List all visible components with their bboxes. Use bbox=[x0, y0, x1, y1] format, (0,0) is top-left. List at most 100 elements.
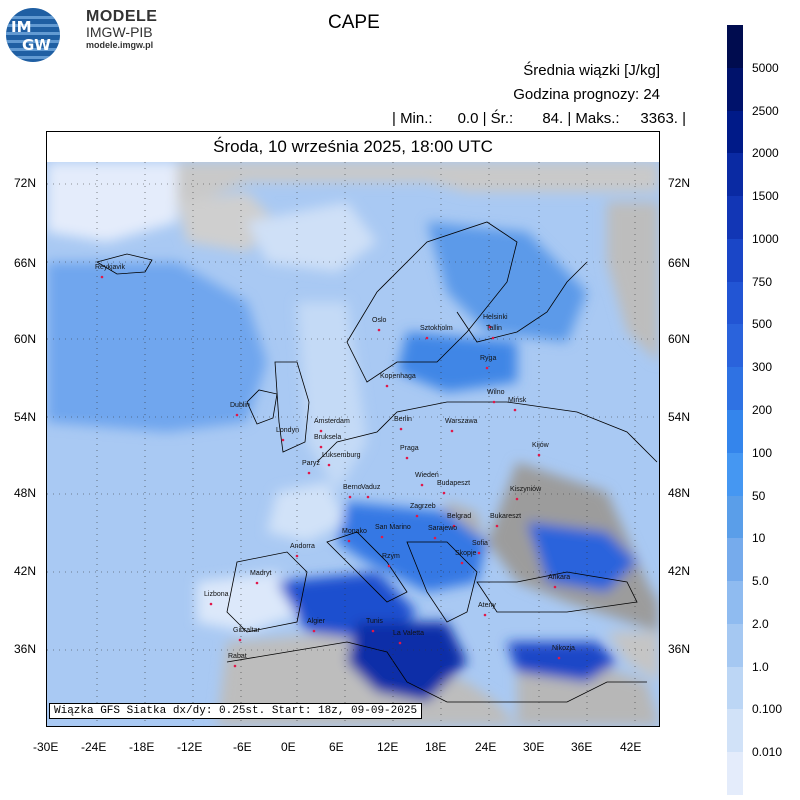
city-marker bbox=[488, 325, 492, 329]
legend-label: 10 bbox=[752, 531, 766, 546]
city-label: Berno bbox=[343, 484, 362, 491]
city-marker bbox=[327, 463, 331, 467]
lat-label-right: 42N bbox=[668, 564, 691, 578]
city-label: Nikozja bbox=[552, 645, 575, 652]
city-label: Dublin bbox=[230, 402, 250, 409]
lat-label-left: 36N bbox=[14, 642, 37, 656]
city-marker bbox=[233, 664, 237, 668]
city-marker bbox=[460, 561, 464, 565]
city-marker bbox=[348, 495, 352, 499]
lat-label-right: 36N bbox=[668, 642, 691, 656]
city-label: Madryt bbox=[250, 570, 272, 577]
city-marker bbox=[307, 471, 311, 475]
legend-label: 2.0 bbox=[752, 616, 769, 631]
legend-label: 1000 bbox=[752, 231, 779, 246]
legend-swatch bbox=[727, 410, 743, 453]
city-label: Budapeszt bbox=[437, 480, 471, 487]
lat-label-left: 66N bbox=[14, 256, 37, 270]
legend-label: 750 bbox=[752, 274, 773, 289]
legend-label: 300 bbox=[752, 360, 773, 375]
city-marker bbox=[255, 581, 259, 585]
city-marker bbox=[452, 524, 456, 528]
city-marker bbox=[235, 413, 239, 417]
city-marker bbox=[398, 641, 402, 645]
city-label: Londyn bbox=[276, 427, 299, 434]
city-marker bbox=[281, 438, 285, 442]
lon-label: 30E bbox=[523, 740, 545, 754]
city-label: Sarajewo bbox=[428, 525, 458, 532]
city-label: Ateny bbox=[478, 602, 496, 609]
city-marker bbox=[495, 524, 499, 528]
city-marker bbox=[347, 539, 351, 543]
city-label: Kopenhaga bbox=[380, 373, 416, 380]
city-label: Sofia bbox=[472, 540, 488, 547]
legend-swatch bbox=[727, 110, 743, 154]
city-marker bbox=[238, 638, 242, 642]
city-label: Tunis bbox=[366, 618, 383, 625]
city-label: Reykjavik bbox=[95, 264, 125, 271]
color-legend bbox=[727, 25, 743, 795]
legend-swatch bbox=[727, 623, 743, 667]
lon-label: 18E bbox=[425, 740, 447, 754]
legend-swatch bbox=[727, 666, 743, 710]
legend-label: 1500 bbox=[752, 189, 779, 204]
city-marker bbox=[485, 366, 489, 370]
legend-label: 1.0 bbox=[752, 659, 769, 674]
brand: MODELE IMGW-PIB modele.imgw.pl bbox=[86, 8, 157, 50]
brand-name: MODELE bbox=[86, 8, 158, 25]
city-marker bbox=[442, 491, 446, 495]
city-label: Rabat bbox=[228, 653, 247, 660]
footer-note: Wiązka GFS Siatka dx/dy: 0.25st. Start: … bbox=[49, 703, 423, 719]
legend-swatch bbox=[727, 495, 743, 539]
parameter-title: CAPE bbox=[328, 12, 380, 33]
city-label: Warszawa bbox=[445, 418, 478, 425]
city-label: Wilno bbox=[487, 389, 505, 396]
city-marker bbox=[405, 456, 409, 460]
city-label: Gibraltar bbox=[233, 627, 260, 634]
city-label: Lizbona bbox=[204, 591, 229, 598]
legend-label: 200 bbox=[752, 403, 773, 417]
lon-label: -30E bbox=[33, 740, 59, 754]
city-label: Belgrad bbox=[447, 513, 472, 520]
city-marker bbox=[515, 497, 519, 501]
city-label: Paryż bbox=[302, 460, 320, 467]
legend-swatch bbox=[727, 281, 743, 325]
city-marker bbox=[415, 514, 419, 518]
city-label: Vaduz bbox=[361, 484, 381, 491]
city-marker bbox=[492, 400, 496, 404]
city-marker bbox=[425, 336, 429, 340]
city-marker bbox=[483, 613, 487, 617]
lon-label: 24E bbox=[475, 740, 497, 754]
city-marker bbox=[477, 551, 481, 555]
city-marker bbox=[319, 445, 323, 449]
city-marker bbox=[557, 656, 561, 660]
city-label: Praga bbox=[400, 445, 419, 452]
date-title: Środa, 10 września 2025, 18:00 UTC bbox=[47, 132, 659, 163]
city-marker bbox=[366, 495, 370, 499]
city-label: La Valetta bbox=[393, 630, 425, 637]
brand-url[interactable]: modele.imgw.pl bbox=[86, 40, 154, 50]
lat-label-right: 66N bbox=[668, 256, 691, 270]
city-marker bbox=[209, 602, 213, 606]
lon-label: 6E bbox=[329, 740, 344, 754]
legend-swatch bbox=[727, 196, 743, 239]
cape-map bbox=[47, 162, 659, 726]
city-marker bbox=[385, 384, 389, 388]
city-marker bbox=[380, 535, 384, 539]
city-label: Andorra bbox=[290, 543, 315, 550]
city-label: San Marino bbox=[375, 524, 411, 531]
legend-label: 50 bbox=[752, 488, 766, 503]
lon-label: -6E bbox=[233, 740, 252, 754]
lat-label-left: 42N bbox=[14, 564, 37, 578]
imgw-logo: IM GW bbox=[6, 8, 176, 62]
legend-swatch bbox=[727, 752, 743, 795]
city-label: Algier bbox=[307, 618, 325, 625]
city-label: Wiedeń bbox=[415, 472, 439, 479]
lat-label-left: 72N bbox=[14, 176, 37, 190]
city-marker bbox=[312, 629, 316, 633]
lon-label: -18E bbox=[129, 740, 155, 754]
city-label: Mińsk bbox=[508, 397, 527, 404]
city-marker bbox=[537, 453, 541, 457]
logo-text-bottom: GW bbox=[22, 36, 51, 54]
city-marker bbox=[100, 275, 104, 279]
